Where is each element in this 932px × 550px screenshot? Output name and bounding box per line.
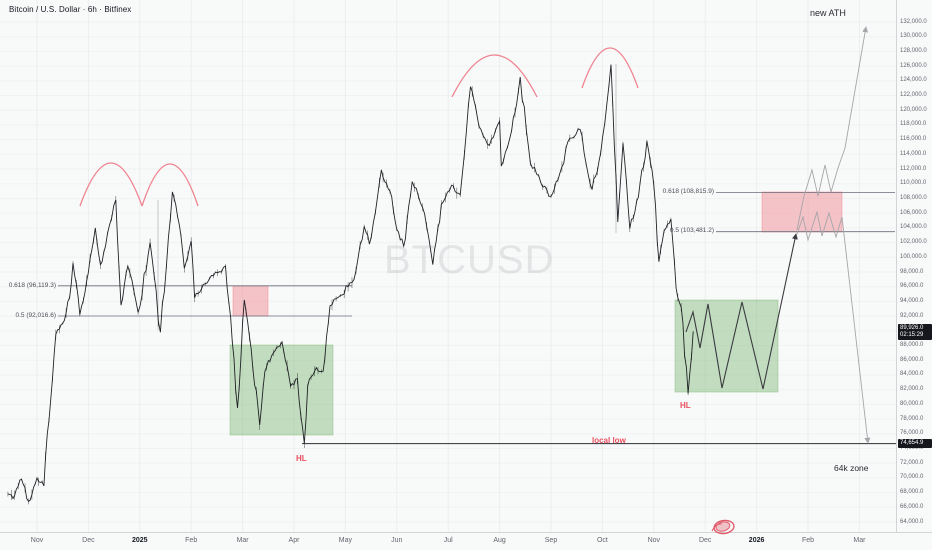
price-tick: 118,000.0 <box>900 121 927 128</box>
note-new-ath[interactable]: new ATH <box>810 8 846 18</box>
red-scribble-stamp <box>711 519 735 535</box>
demand-zone-left-box[interactable] <box>229 344 334 436</box>
time-tick-jun: Jun <box>391 537 403 544</box>
price-tick: 106,000.0 <box>900 209 927 216</box>
time-tick-sep: Sep <box>544 537 558 544</box>
symbol-watermark: BTCUSD <box>384 238 555 282</box>
price-tick: 98,000.0 <box>900 268 924 275</box>
price-tick: 66,000.0 <box>900 503 924 510</box>
time-tick-feb: Feb <box>801 537 815 544</box>
price-tick: 116,000.0 <box>900 136 927 143</box>
time-tick-2026: 2026 <box>748 537 765 544</box>
time-tick-may: May <box>338 537 353 544</box>
demand-zone-right-box[interactable] <box>674 299 779 393</box>
note-hl-left[interactable]: HL <box>296 454 307 463</box>
price-tick: 72,000.0 <box>900 459 924 466</box>
price-tick: 126,000.0 <box>900 62 927 69</box>
price-chart-canvas[interactable] <box>0 0 932 532</box>
rounded-top-arc[interactable] <box>79 162 143 207</box>
time-tick-jul: Jul <box>443 537 453 544</box>
note-64k-zone[interactable]: 64k zone <box>834 463 869 473</box>
time-axis[interactable]: Nov Dec 2025 Feb Mar Apr May Jun Jul Aug Sep Oct Nov… <box>0 532 932 550</box>
price-tick: 82,000.0 <box>900 386 924 393</box>
rounded-top-arc[interactable] <box>141 163 199 207</box>
price-tick: 64,000.0 <box>900 518 924 525</box>
time-tick-feb: Feb <box>185 537 198 544</box>
price-tick: 124,000.0 <box>900 77 927 84</box>
projection-w-pattern[interactable] <box>685 233 798 390</box>
ray-price-value: 74,654.9 <box>900 440 924 446</box>
price-tick: 128,000.0 <box>900 47 927 54</box>
price-tick: 114,000.0 <box>900 150 927 157</box>
last-price-badge: 89,926.0 02:15:29 <box>898 324 932 340</box>
rounded-top-arc[interactable] <box>451 54 538 98</box>
fib-label-05-left[interactable]: 0.5 (92,016.6) <box>15 312 56 319</box>
fib-zone-right-box[interactable] <box>761 191 843 233</box>
ray-price-badge: 74,654.9 <box>898 439 932 448</box>
last-price-value: 89,926.0 <box>900 325 924 331</box>
time-tick-aug: Aug <box>493 537 506 544</box>
time-tick-dec: Dec <box>82 537 95 544</box>
note-hl-right[interactable]: HL <box>680 401 691 410</box>
fib-label-0618-left[interactable]: 0.618 (96,119.3) <box>8 282 56 289</box>
price-axis[interactable]: 89,926.0 02:15:29 74,654.9 132,000.0 130,… <box>896 0 932 532</box>
price-tick: 80,000.0 <box>900 400 924 407</box>
scenario-down-local-low[interactable] <box>796 210 871 444</box>
time-tick-mar: Mar <box>853 537 866 544</box>
price-tick: 112,000.0 <box>900 165 927 172</box>
price-tick: 108,000.0 <box>900 194 927 201</box>
price-tick: 96,000.0 <box>900 283 924 290</box>
price-tick: 122,000.0 <box>900 92 927 99</box>
bar-countdown: 02:15:29 <box>900 332 924 338</box>
time-tick-nov: Nov <box>647 537 661 544</box>
price-tick: 104,000.0 <box>900 224 927 231</box>
price-tick: 100,000.0 <box>900 253 927 260</box>
note-local-low[interactable]: local low <box>592 436 626 445</box>
price-tick: 102,000.0 <box>900 239 927 246</box>
price-tick: 94,000.0 <box>900 297 924 304</box>
price-tick: 120,000.0 <box>900 106 927 113</box>
time-tick-2025: 2025 <box>132 537 148 544</box>
time-tick-mar: Mar <box>236 537 249 544</box>
price-tick: 132,000.0 <box>900 18 927 25</box>
fib-label-0618-right[interactable]: 0.618 (108,815.9) <box>662 188 714 195</box>
price-tick: 70,000.0 <box>900 474 924 481</box>
time-tick-dec: Dec <box>698 537 712 544</box>
price-tick: 92,000.0 <box>900 312 924 319</box>
price-tick: 110,000.0 <box>900 180 927 187</box>
price-tick: 86,000.0 <box>900 356 924 363</box>
price-tick: 88,000.0 <box>900 342 924 349</box>
time-tick-nov: Nov <box>30 537 44 544</box>
rounded-top-arc[interactable] <box>581 47 639 89</box>
price-tick: 78,000.0 <box>900 415 924 422</box>
candle-wicks <box>7 84 692 505</box>
time-tick-oct: Oct <box>596 537 608 544</box>
price-series <box>7 64 694 503</box>
price-tick: 84,000.0 <box>900 371 924 378</box>
price-tick: 68,000.0 <box>900 489 924 496</box>
scenario-up-new-ath[interactable] <box>796 26 869 231</box>
fib-zone-left-box[interactable] <box>232 285 269 317</box>
fib-label-05-right[interactable]: 0.5 (103,481.2) <box>669 227 714 234</box>
time-tick-apr: Apr <box>288 537 300 544</box>
price-tick: 76,000.0 <box>900 430 924 437</box>
symbol-title[interactable]: Bitcoin / U.S. Dollar · 6h · Bitfinex <box>9 5 132 14</box>
price-tick: 130,000.0 <box>900 33 927 40</box>
